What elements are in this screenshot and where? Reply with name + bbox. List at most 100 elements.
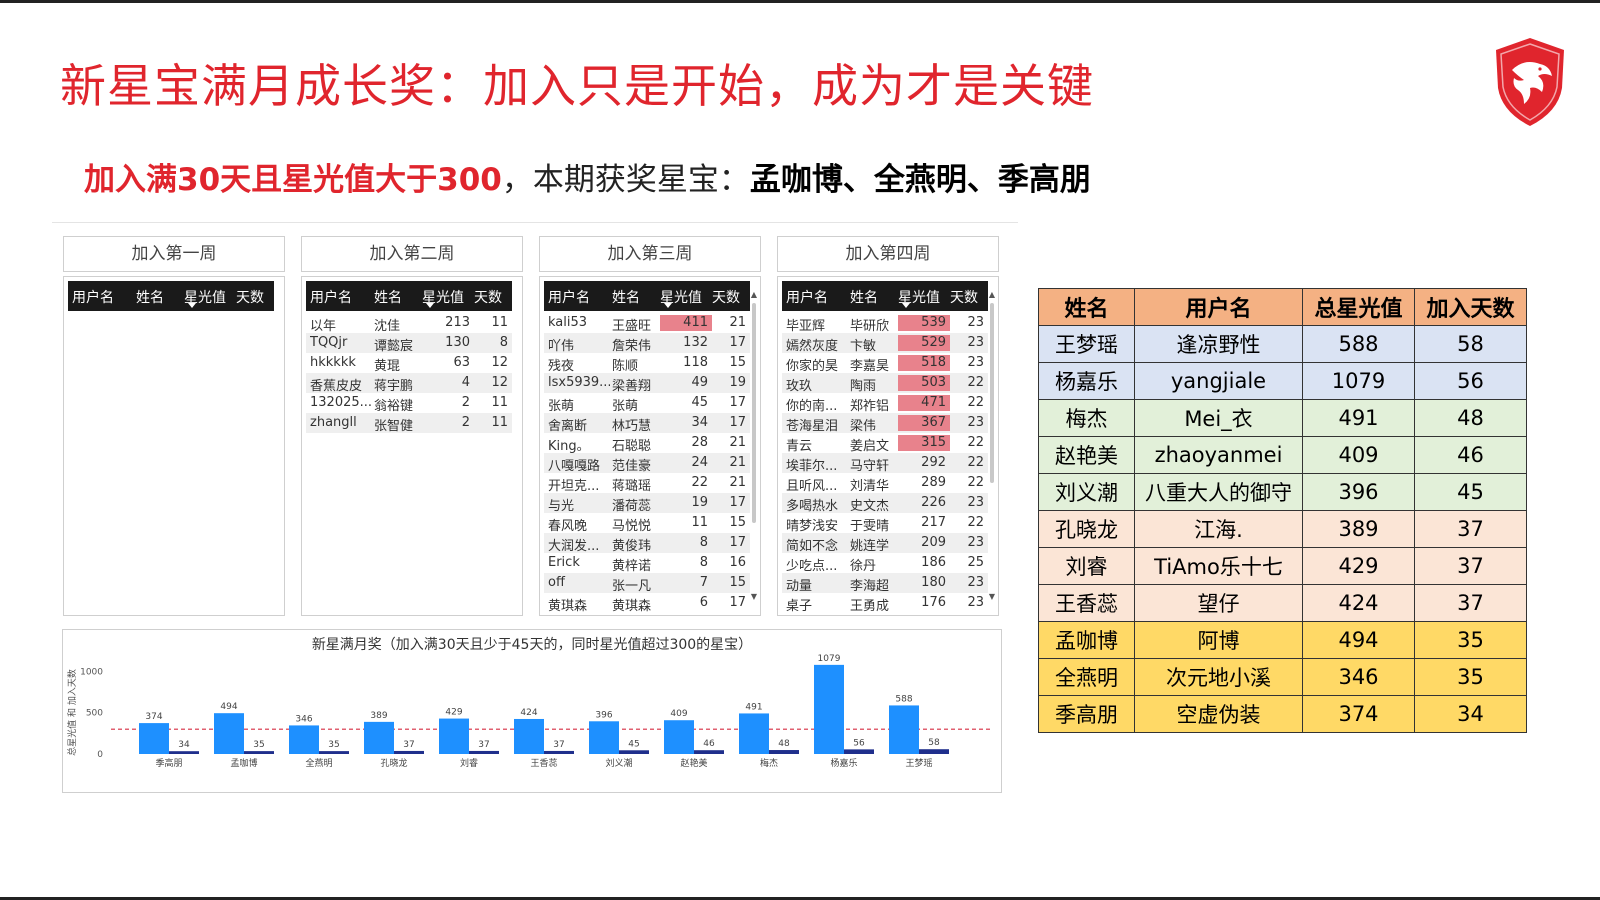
- award-cell-user: yangjiale: [1134, 362, 1303, 400]
- column-header-star[interactable]: 星光值: [184, 290, 226, 306]
- bar-join-days: [919, 749, 949, 754]
- award-cell-star: 389: [1302, 510, 1415, 548]
- cell-star: 539: [898, 315, 950, 331]
- column-header-name[interactable]: 姓名: [136, 290, 164, 306]
- scroll-up-icon[interactable]: ▲: [750, 290, 758, 299]
- table-row: 苍海星泪 梁伟 367 23: [782, 413, 988, 434]
- week-table[interactable]: 用户名 姓名 星光值 天数 kali53 王盛旺 411 21 吖伟 詹荣伟 132 17 残夜 陈顺 11…: [539, 276, 761, 616]
- cell-user: 简如不念: [786, 539, 839, 554]
- column-header-star[interactable]: 星光值: [898, 290, 940, 306]
- column-header-star[interactable]: 星光值: [422, 290, 464, 306]
- award-cell-name: 刘义潮: [1038, 473, 1135, 511]
- week-table[interactable]: 用户名 姓名 星光值 天数 以年 沈佳 213 11 TQQjr 谭懿宸 130 8 hkkkkk 黄琨 6…: [301, 276, 523, 616]
- cell-user: 春风晚: [548, 519, 588, 534]
- cell-user: 动量: [786, 579, 813, 594]
- column-header-days[interactable]: 天数: [474, 290, 502, 306]
- column-header-days[interactable]: 天数: [236, 290, 264, 306]
- y-axis-label: 总星光值 和 加入天数: [66, 669, 78, 756]
- cell-star: 19: [691, 495, 708, 510]
- table-row: 吖伟 詹荣伟 132 17: [544, 333, 750, 354]
- table-row: hkkkkk 黄琨 63 12: [306, 353, 512, 374]
- cell-star: 529: [898, 335, 950, 351]
- table-row: 舍离断 林巧慧 34 17: [544, 413, 750, 434]
- x-tick-label: 赵艳美: [680, 757, 707, 769]
- column-header-user[interactable]: 用户名: [310, 290, 352, 306]
- table-row: 玫玖 陶雨 503 22: [782, 373, 988, 394]
- criteria-text: 加入满30天且星光值大于300: [84, 162, 502, 198]
- table-row: 桌子 王勇成 176 23: [782, 593, 988, 614]
- scroll-thumb[interactable]: [990, 303, 994, 483]
- cell-name: 沈佳: [374, 319, 401, 334]
- column-header-name[interactable]: 姓名: [374, 290, 402, 306]
- column-header-name[interactable]: 姓名: [850, 290, 878, 306]
- cell-name: 陈顺: [612, 359, 639, 374]
- sort-descending-icon[interactable]: [664, 303, 672, 308]
- sort-descending-icon[interactable]: [902, 303, 910, 308]
- cell-user: 苍海星泪: [786, 419, 839, 434]
- winners-names: 孟咖博、全燕明、季高朋: [749, 162, 1091, 198]
- cell-days: 22: [967, 515, 984, 530]
- bar-total-star: [739, 713, 769, 754]
- award-cell-star: 374: [1302, 695, 1415, 733]
- award-row: 季高朋 空虚伪装 374 34: [1038, 695, 1527, 733]
- cell-name: 马守轩: [850, 459, 890, 474]
- cell-star: 292: [921, 455, 946, 470]
- scroll-down-icon[interactable]: ▼: [988, 592, 996, 601]
- cell-user: 张萌: [548, 399, 575, 414]
- cell-days: 21: [729, 315, 746, 330]
- cell-star: 4: [461, 375, 470, 390]
- award-cell-days: 37: [1414, 547, 1527, 585]
- column-header-days[interactable]: 天数: [712, 290, 740, 306]
- table-row: Erick 黄梓诺 8 16: [544, 553, 750, 574]
- scrollbar[interactable]: ▲ ▼: [988, 291, 996, 601]
- column-header-user[interactable]: 用户名: [72, 290, 114, 306]
- week-table[interactable]: 用户名 姓名 星光值 天数 毕亚辉 毕研欣 539 23 嫣然灰度 卞敏 529 23 你家的昊 李嘉昊 5…: [777, 276, 999, 616]
- column-header-days[interactable]: 天数: [950, 290, 978, 306]
- cell-star: 209: [921, 535, 946, 550]
- sort-descending-icon[interactable]: [426, 303, 434, 308]
- y-tick-label: 1000: [80, 667, 103, 677]
- cell-days: 22: [967, 435, 984, 450]
- award-header-user: 用户名: [1134, 288, 1303, 326]
- table-row: off 张一凡 7 15: [544, 573, 750, 594]
- subtitle-separator: ，: [501, 162, 533, 198]
- cell-name: 陶雨: [850, 379, 877, 394]
- award-header-days: 加入天数: [1414, 288, 1527, 326]
- scrollbar[interactable]: ▲ ▼: [750, 291, 758, 601]
- data-label-total: 374: [145, 712, 162, 722]
- data-label-total: 588: [895, 694, 912, 704]
- cell-star: 2: [461, 415, 470, 430]
- page-title: 新星宝满月成长奖：加入只是开始，成为才是关键: [60, 59, 1094, 113]
- x-tick-label: 孔晓龙: [380, 757, 407, 769]
- bar-join-days: [844, 749, 874, 754]
- x-tick-label: 全燕明: [305, 757, 332, 769]
- column-header-name[interactable]: 姓名: [612, 290, 640, 306]
- cell-star: 6: [699, 595, 708, 610]
- sort-descending-icon[interactable]: [188, 303, 196, 308]
- bar-chart-svg: 总星光值 和 加入天数 0 500 1000 374 34 季高朋 494 35 孟咖博 346 35…: [66, 654, 993, 769]
- bar-join-days: [694, 750, 724, 754]
- cell-star: 45: [691, 395, 708, 410]
- cell-days: 12: [491, 355, 508, 370]
- bar-join-days: [544, 750, 574, 754]
- scroll-thumb[interactable]: [752, 303, 756, 523]
- data-label-days: 34: [178, 740, 190, 750]
- week-title: 加入第二周: [301, 236, 523, 272]
- column-header-user[interactable]: 用户名: [548, 290, 590, 306]
- cell-days: 23: [967, 315, 984, 330]
- column-header-user[interactable]: 用户名: [786, 290, 828, 306]
- data-label-days: 35: [328, 740, 339, 750]
- week-table[interactable]: 用户名 姓名 星光值 天数: [63, 276, 285, 616]
- cell-days: 17: [729, 395, 746, 410]
- cell-star: 49: [691, 375, 708, 390]
- scroll-down-icon[interactable]: ▼: [750, 592, 758, 601]
- table-header-row: 用户名 姓名 星光值 天数: [306, 281, 512, 311]
- data-label-days: 48: [778, 739, 790, 749]
- cell-star: 471: [898, 395, 950, 411]
- data-label-total: 494: [220, 702, 237, 712]
- column-header-star[interactable]: 星光值: [660, 290, 702, 306]
- award-row: 赵艳美 zhaoyanmei 409 46: [1038, 436, 1527, 474]
- bar-join-days: [169, 751, 199, 754]
- scroll-up-icon[interactable]: ▲: [988, 290, 996, 299]
- cell-days: 23: [967, 495, 984, 510]
